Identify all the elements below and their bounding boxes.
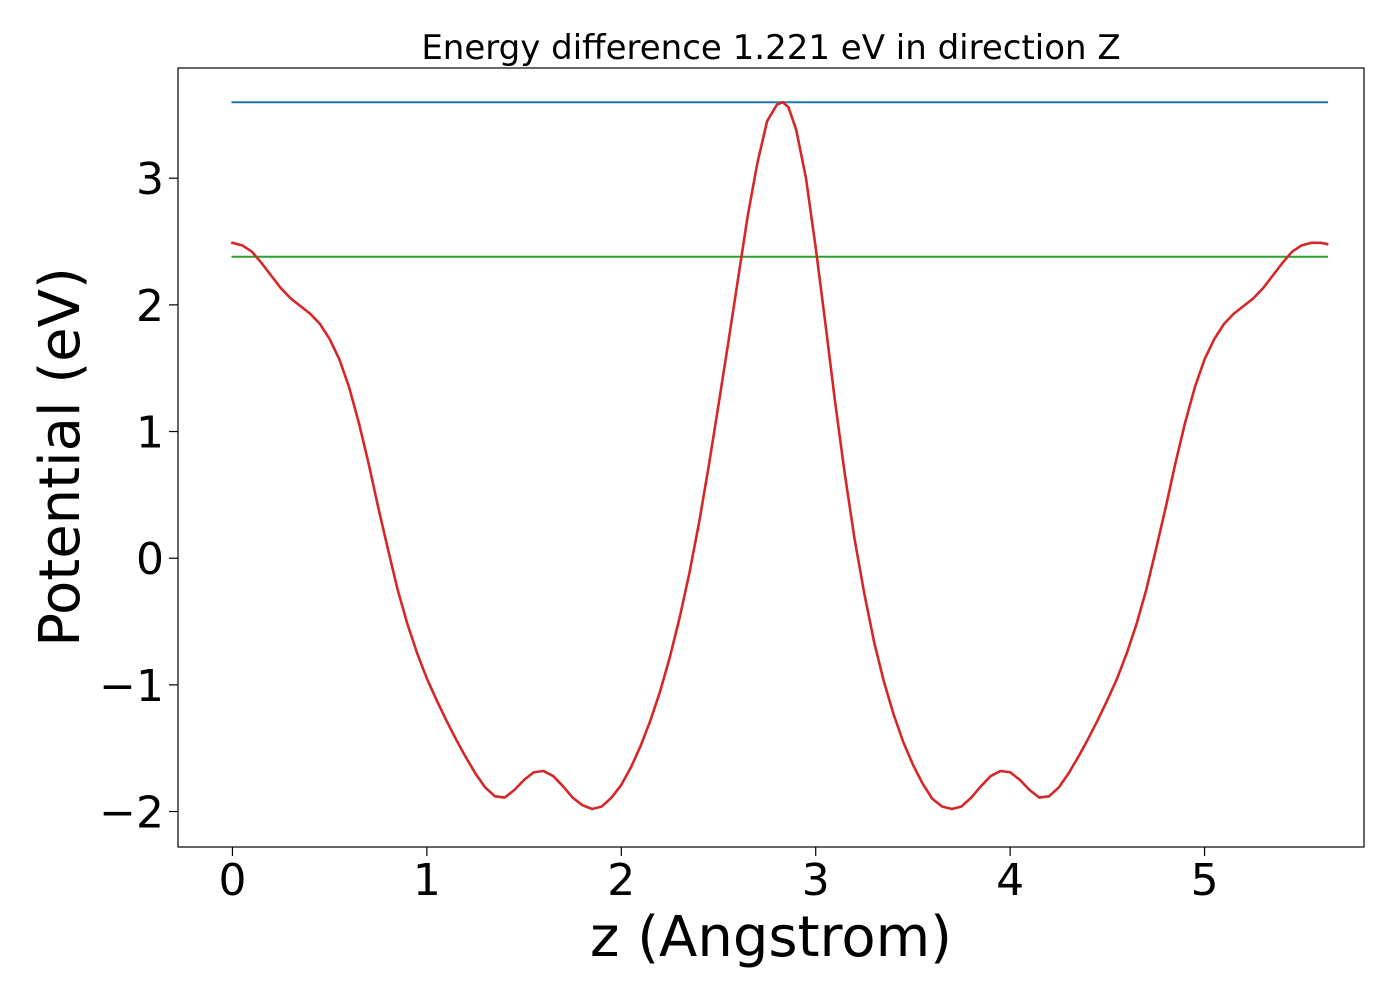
series-layer [230,100,1329,811]
y-tick-label: 0 [136,534,164,585]
x-tick-label: 1 [413,855,441,906]
x-axis: 0 1 2 3 4 5 [218,847,1219,906]
series-line-0 [230,100,1329,811]
y-tick-label: 3 [136,154,164,205]
x-tick-label: 4 [996,855,1024,906]
y-axis: −2 −1 0 1 2 3 [99,154,178,839]
y-tick-label: 1 [136,408,164,459]
x-tick-label: 5 [1191,855,1219,906]
x-tick-label: 0 [218,855,246,906]
y-tick-label: 2 [136,281,164,332]
plot-frame [177,67,1365,848]
chart-title: Energy difference 1.221 eV in direction … [421,28,1120,68]
y-tick-label: −2 [99,788,164,839]
y-tick-label: −1 [99,661,164,712]
y-axis-label: Potential (eV) [28,267,93,647]
x-tick-label: 2 [607,855,635,906]
x-axis-label: z (Angstrom) [590,905,952,970]
x-tick-label: 3 [802,855,830,906]
